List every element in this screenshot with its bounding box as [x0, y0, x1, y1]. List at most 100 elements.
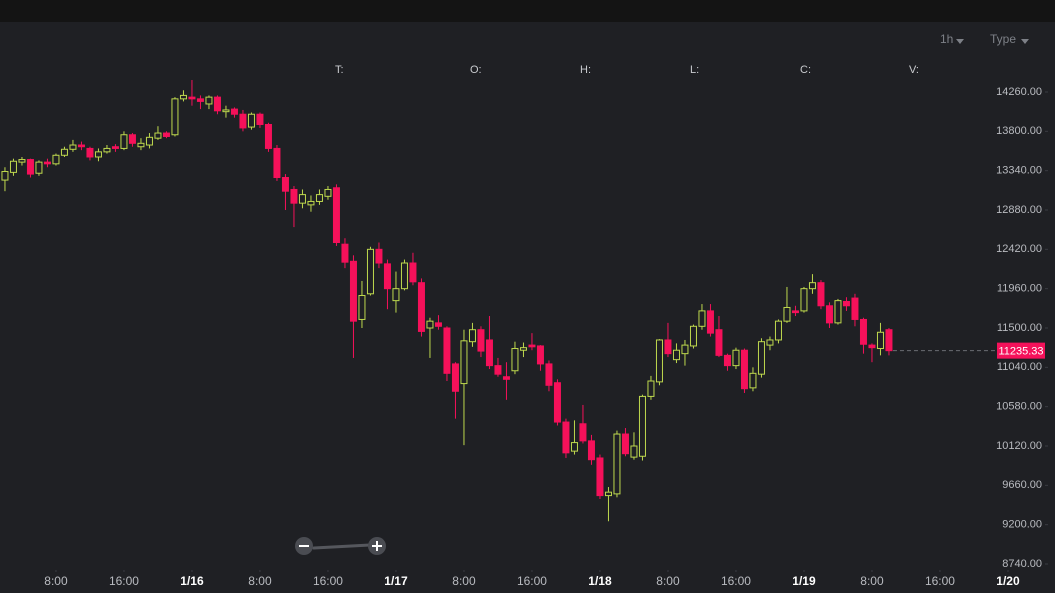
candle-body: [18, 159, 26, 163]
candle-body: [417, 282, 425, 332]
candle-body: [111, 146, 119, 149]
x-tick-label: 8:00: [656, 574, 680, 588]
candle-body: [400, 262, 408, 290]
last-price-label: 11235.33: [998, 346, 1043, 358]
candle-body: [86, 147, 94, 158]
type-label[interactable]: Type: [990, 32, 1016, 46]
dropdown-arrow[interactable]: [1021, 39, 1029, 44]
candle-body: [868, 344, 876, 349]
candle-body: [766, 339, 774, 346]
candle-body: [834, 300, 842, 324]
candle-body: [349, 260, 357, 322]
candle-body: [647, 380, 655, 397]
y-tick-label: 11040.00: [997, 361, 1042, 373]
candle-body: [358, 295, 366, 320]
x-tick-label: 1/20: [996, 574, 1020, 588]
plot: 11235.33: [1, 80, 1045, 522]
candle-body: [638, 395, 646, 457]
candle-body: [392, 288, 400, 302]
candle-body: [128, 134, 136, 144]
candle-body: [443, 327, 451, 374]
x-tick-label: 8:00: [44, 574, 68, 588]
candle-body: [774, 320, 782, 341]
legend-open: O:: [470, 64, 482, 76]
x-tick-label: 16:00: [313, 574, 343, 588]
candle-body: [281, 177, 289, 192]
candle-body: [698, 310, 706, 327]
candle-body: [35, 161, 43, 174]
candle-body: [562, 421, 570, 454]
type-selector[interactable]: Type: [990, 32, 1029, 46]
candle-body: [60, 148, 68, 156]
candle-body: [52, 154, 60, 165]
candle-body: [723, 354, 731, 367]
candle-body: [1, 171, 9, 181]
candle-body: [256, 113, 264, 125]
candle-body: [587, 440, 595, 461]
candle-body: [706, 310, 714, 334]
candle-body: [783, 306, 791, 322]
candle-body: [426, 320, 434, 329]
candle-body: [570, 442, 578, 452]
y-tick-label: 13340.00: [996, 165, 1042, 177]
candle-body: [494, 365, 502, 375]
x-tick-label: 8:00: [452, 574, 476, 588]
candle-body: [468, 329, 476, 343]
candle-body: [859, 318, 867, 345]
last-price-tag: [997, 342, 1045, 359]
zoom-slider[interactable]: [312, 543, 372, 550]
candle-body: [630, 445, 638, 458]
x-tick-label: 8:00: [248, 574, 272, 588]
candle-body: [341, 243, 349, 263]
candle-body: [655, 339, 663, 383]
candle-body: [77, 144, 85, 148]
candle-body: [196, 98, 204, 102]
interval-selector[interactable]: 1h: [940, 32, 964, 46]
candle-body: [264, 123, 272, 149]
candle-body: [664, 339, 672, 355]
candle-body: [596, 457, 604, 497]
interval-label[interactable]: 1h: [940, 32, 953, 46]
candle-body: [26, 159, 34, 175]
candle-body: [179, 94, 187, 100]
y-tick-label: 9660.00: [1002, 479, 1042, 491]
y-tick-label: 11960.00: [997, 283, 1042, 295]
x-tick-label: 8:00: [860, 574, 884, 588]
y-tick-label: 13800.00: [996, 125, 1042, 137]
candle-body: [502, 376, 510, 380]
candle-body: [273, 147, 281, 179]
candle-body: [239, 113, 247, 129]
candle-body: [69, 144, 77, 150]
candle-body: [553, 382, 561, 423]
candle-body: [689, 325, 697, 347]
y-tick-label: 10120.00: [996, 440, 1042, 452]
candle-body: [511, 348, 519, 372]
candle-body: [298, 194, 306, 204]
y-tick-label: 12420.00: [996, 243, 1042, 255]
candle-body: [409, 262, 417, 283]
candle-body: [740, 349, 748, 390]
candle-body: [247, 113, 255, 128]
candle-body: [732, 349, 740, 367]
x-tick-label: 16:00: [517, 574, 547, 588]
candle-body: [851, 297, 859, 320]
candle-body: [876, 331, 884, 350]
candle-body: [621, 433, 629, 455]
candle-body: [213, 96, 221, 112]
candle-body: [162, 132, 170, 137]
candle-body: [545, 363, 553, 386]
candle-body: [171, 98, 179, 136]
candle-body: [825, 305, 833, 324]
candle-body: [366, 248, 374, 295]
dropdown-arrow[interactable]: [956, 39, 964, 44]
legend-close: C:: [800, 64, 811, 76]
zoom-control[interactable]: [295, 537, 386, 555]
candle-body: [885, 329, 893, 352]
candle-body: [307, 200, 315, 206]
candle-body: [383, 263, 391, 290]
candle-body: [120, 134, 128, 149]
y-tick-label: 10580.00: [996, 401, 1042, 413]
candle-body: [485, 339, 493, 367]
candle-body: [94, 151, 102, 158]
